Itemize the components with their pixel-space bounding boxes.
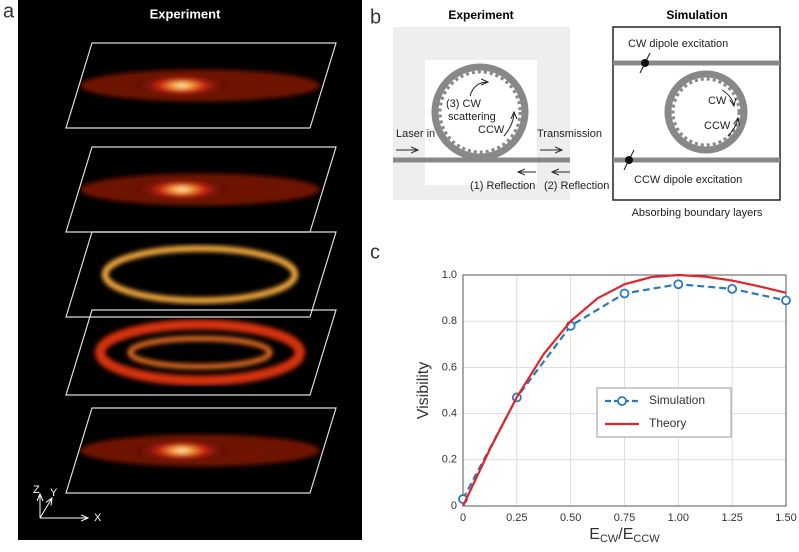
glow: [132, 73, 232, 98]
label: CW dipole excitation: [628, 38, 728, 50]
panel-label: b: [370, 6, 381, 28]
ring: [431, 63, 529, 161]
x-tick-label: 0.75: [614, 512, 635, 524]
x-axis-label-part: CW: [600, 533, 619, 545]
x-tick-label: 0: [460, 512, 466, 524]
panel-title: Experiment: [150, 6, 221, 21]
y-tick-label: 1.0: [442, 269, 457, 281]
label: CCW dipole excitation: [634, 174, 742, 186]
legend-box: [596, 387, 732, 438]
label: CCW: [704, 120, 731, 132]
axis-x: X: [94, 512, 102, 524]
x-tick-label: 1.00: [668, 512, 689, 524]
panel-label: c: [370, 241, 380, 263]
plot-frame: [462, 274, 787, 507]
axis-y: Y: [50, 487, 58, 499]
arrow: [503, 112, 514, 137]
ring-grating: [671, 77, 741, 147]
y-tick-label: 0.4: [442, 408, 457, 420]
label: Transmission: [537, 128, 602, 140]
label: CCW: [478, 124, 505, 136]
slice-frame: [65, 309, 337, 396]
glow: [127, 336, 273, 369]
x-tick-label: 1.50: [775, 512, 796, 524]
ring: [664, 70, 748, 154]
sim-box: [612, 26, 781, 201]
slice: [65, 42, 337, 129]
dipole-axis: [623, 149, 635, 171]
slice-frame: [65, 231, 337, 318]
slice: [65, 231, 337, 318]
arrow: [721, 89, 734, 106]
label: scattering: [448, 111, 496, 123]
y-tick-label: 0.8: [442, 315, 457, 327]
legend-label: Theory: [649, 416, 686, 430]
y-tick-label: 0: [451, 500, 457, 512]
x-axis-label-part: /E: [618, 526, 633, 543]
glow: [132, 177, 232, 202]
slice-image: [80, 69, 320, 102]
marker: [673, 279, 684, 290]
x-tick-label: 0.25: [506, 512, 527, 524]
slice-image: [102, 245, 298, 304]
marker: [781, 295, 791, 306]
slice-image: [80, 173, 320, 206]
dipole-axis: [639, 52, 651, 74]
panel-label: a: [3, 0, 15, 22]
slice-frame: [65, 407, 337, 494]
slice-image: [80, 434, 320, 467]
label: (3) CW: [446, 98, 481, 110]
label: (2) Reflection: [544, 180, 609, 192]
x-axis-label-part: CCW: [633, 533, 660, 545]
label: CW: [708, 95, 727, 107]
x-axis-label-part: E: [589, 526, 600, 543]
label: (1) Reflection: [470, 180, 535, 192]
slices: [65, 42, 337, 494]
label: Laser in: [396, 128, 435, 140]
marker: [727, 283, 738, 294]
y-axis-label: Visibility: [415, 362, 432, 420]
axes-icon: [40, 494, 88, 518]
x-axis-label: ECW/ECCW: [589, 526, 660, 545]
ring-grating: [438, 70, 522, 154]
x-tick-label: 1.25: [721, 512, 742, 524]
y-tick-label: 0.2: [442, 454, 457, 466]
legend-marker: [617, 396, 627, 406]
series-line: [462, 273, 787, 507]
chart: 0 0.25 0.50 0.75 1.00 1.25 1.50 0 0.2 0.4 0.6 0.8 1.…: [415, 269, 796, 545]
panel-title: Experiment: [448, 8, 513, 22]
panel-title: Simulation: [666, 8, 727, 22]
x-tick-label: 0.50: [560, 512, 581, 524]
slice-frame: [65, 42, 337, 129]
axis-z: Z: [33, 484, 40, 496]
glow: [102, 245, 298, 304]
glow: [132, 438, 232, 463]
arrow: [727, 118, 738, 137]
y-tick-label: 0.6: [442, 361, 457, 373]
glow: [95, 319, 305, 386]
marker: [619, 288, 630, 299]
arrow: [469, 82, 488, 97]
slice-image: [95, 319, 305, 386]
slice: [65, 309, 337, 396]
label: Absorbing boundary layers: [632, 207, 763, 219]
legend-label: Simulation: [649, 393, 705, 407]
slice: [65, 407, 337, 494]
